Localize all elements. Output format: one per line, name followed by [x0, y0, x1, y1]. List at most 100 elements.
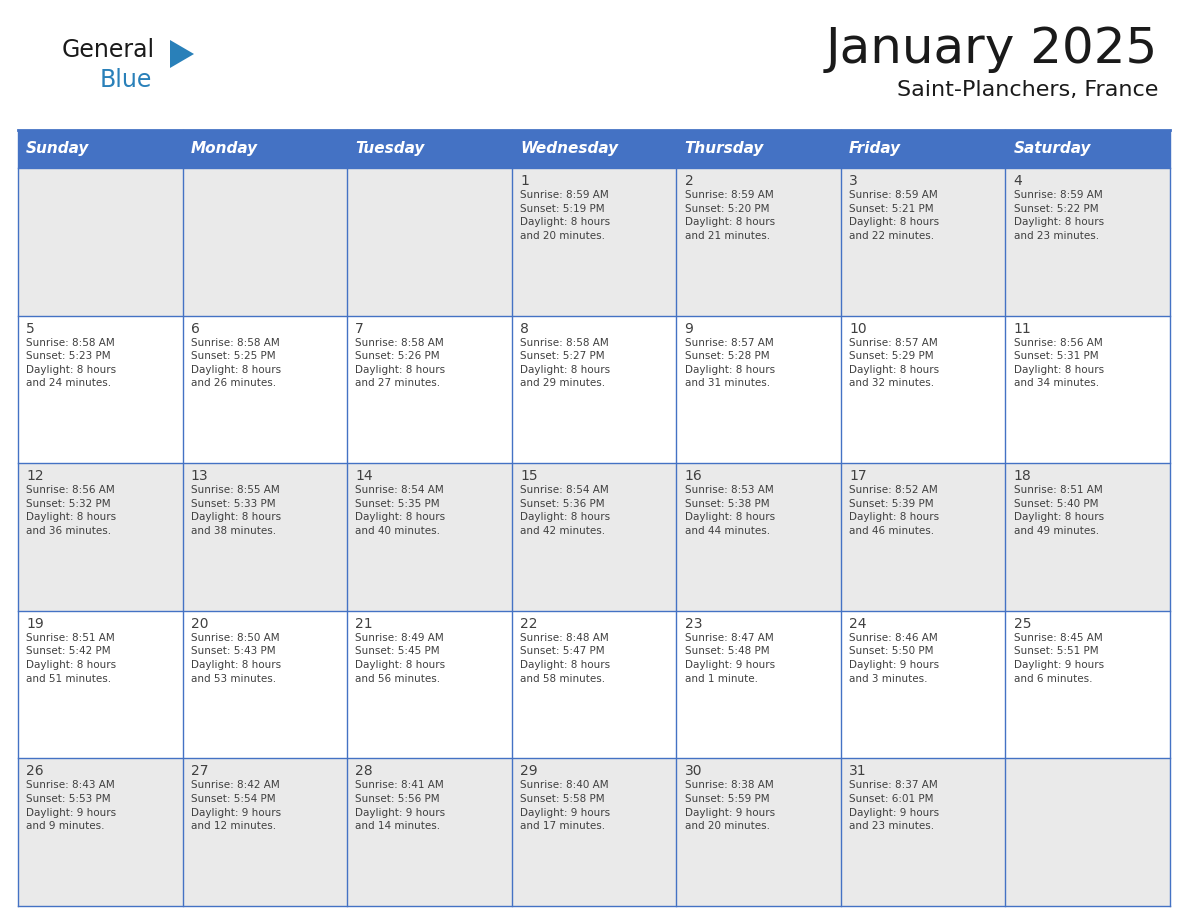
Text: Sunrise: 8:50 AM
Sunset: 5:43 PM
Daylight: 8 hours
and 53 minutes.: Sunrise: 8:50 AM Sunset: 5:43 PM Dayligh…: [191, 633, 280, 684]
Bar: [676, 758, 841, 906]
Bar: [1005, 168, 1170, 316]
Text: 18: 18: [1013, 469, 1031, 483]
Text: Sunrise: 8:51 AM
Sunset: 5:40 PM
Daylight: 8 hours
and 49 minutes.: Sunrise: 8:51 AM Sunset: 5:40 PM Dayligh…: [1013, 486, 1104, 536]
Bar: [347, 758, 512, 906]
Bar: [841, 610, 1005, 758]
Text: Sunrise: 8:57 AM
Sunset: 5:28 PM
Daylight: 8 hours
and 31 minutes.: Sunrise: 8:57 AM Sunset: 5:28 PM Dayligh…: [684, 338, 775, 388]
Bar: [512, 168, 676, 316]
Text: Friday: Friday: [849, 141, 902, 156]
Text: Sunrise: 8:41 AM
Sunset: 5:56 PM
Daylight: 9 hours
and 14 minutes.: Sunrise: 8:41 AM Sunset: 5:56 PM Dayligh…: [355, 780, 446, 831]
Text: 21: 21: [355, 617, 373, 631]
Bar: [841, 130, 1005, 168]
Bar: [347, 168, 512, 316]
Text: Sunrise: 8:59 AM
Sunset: 5:19 PM
Daylight: 8 hours
and 20 minutes.: Sunrise: 8:59 AM Sunset: 5:19 PM Dayligh…: [520, 190, 611, 241]
Text: Wednesday: Wednesday: [520, 141, 618, 156]
Bar: [1005, 464, 1170, 610]
Text: Sunrise: 8:58 AM
Sunset: 5:26 PM
Daylight: 8 hours
and 27 minutes.: Sunrise: 8:58 AM Sunset: 5:26 PM Dayligh…: [355, 338, 446, 388]
Text: 31: 31: [849, 765, 867, 778]
Bar: [676, 610, 841, 758]
Text: Sunday: Sunday: [26, 141, 89, 156]
Text: Sunrise: 8:57 AM
Sunset: 5:29 PM
Daylight: 8 hours
and 32 minutes.: Sunrise: 8:57 AM Sunset: 5:29 PM Dayligh…: [849, 338, 940, 388]
Bar: [18, 758, 183, 906]
Bar: [676, 316, 841, 464]
Text: Sunrise: 8:54 AM
Sunset: 5:36 PM
Daylight: 8 hours
and 42 minutes.: Sunrise: 8:54 AM Sunset: 5:36 PM Dayligh…: [520, 486, 611, 536]
Bar: [347, 316, 512, 464]
Bar: [1005, 610, 1170, 758]
Bar: [18, 464, 183, 610]
Text: Thursday: Thursday: [684, 141, 764, 156]
Text: 8: 8: [520, 321, 529, 336]
Text: Tuesday: Tuesday: [355, 141, 425, 156]
Text: 3: 3: [849, 174, 858, 188]
Text: Sunrise: 8:59 AM
Sunset: 5:22 PM
Daylight: 8 hours
and 23 minutes.: Sunrise: 8:59 AM Sunset: 5:22 PM Dayligh…: [1013, 190, 1104, 241]
Bar: [18, 610, 183, 758]
Text: 6: 6: [191, 321, 200, 336]
Text: 29: 29: [520, 765, 537, 778]
Text: Sunrise: 8:49 AM
Sunset: 5:45 PM
Daylight: 8 hours
and 56 minutes.: Sunrise: 8:49 AM Sunset: 5:45 PM Dayligh…: [355, 633, 446, 684]
Text: 12: 12: [26, 469, 44, 483]
Text: January 2025: January 2025: [826, 25, 1158, 73]
Text: Sunrise: 8:58 AM
Sunset: 5:23 PM
Daylight: 8 hours
and 24 minutes.: Sunrise: 8:58 AM Sunset: 5:23 PM Dayligh…: [26, 338, 116, 388]
Text: 16: 16: [684, 469, 702, 483]
Text: 20: 20: [191, 617, 208, 631]
Text: 13: 13: [191, 469, 208, 483]
Text: 1: 1: [520, 174, 529, 188]
Bar: [347, 610, 512, 758]
Bar: [676, 130, 841, 168]
Bar: [841, 758, 1005, 906]
Bar: [347, 464, 512, 610]
Text: 26: 26: [26, 765, 44, 778]
Text: Saturday: Saturday: [1013, 141, 1091, 156]
Text: 7: 7: [355, 321, 364, 336]
Text: Sunrise: 8:56 AM
Sunset: 5:31 PM
Daylight: 8 hours
and 34 minutes.: Sunrise: 8:56 AM Sunset: 5:31 PM Dayligh…: [1013, 338, 1104, 388]
Text: 23: 23: [684, 617, 702, 631]
Text: Sunrise: 8:54 AM
Sunset: 5:35 PM
Daylight: 8 hours
and 40 minutes.: Sunrise: 8:54 AM Sunset: 5:35 PM Dayligh…: [355, 486, 446, 536]
Text: 10: 10: [849, 321, 867, 336]
Text: Sunrise: 8:53 AM
Sunset: 5:38 PM
Daylight: 8 hours
and 44 minutes.: Sunrise: 8:53 AM Sunset: 5:38 PM Dayligh…: [684, 486, 775, 536]
Bar: [347, 130, 512, 168]
Bar: [676, 464, 841, 610]
Bar: [183, 316, 347, 464]
Text: 15: 15: [520, 469, 537, 483]
Text: Sunrise: 8:58 AM
Sunset: 5:27 PM
Daylight: 8 hours
and 29 minutes.: Sunrise: 8:58 AM Sunset: 5:27 PM Dayligh…: [520, 338, 611, 388]
Text: General: General: [62, 38, 156, 62]
Text: Sunrise: 8:46 AM
Sunset: 5:50 PM
Daylight: 9 hours
and 3 minutes.: Sunrise: 8:46 AM Sunset: 5:50 PM Dayligh…: [849, 633, 940, 684]
Text: 2: 2: [684, 174, 694, 188]
Text: 17: 17: [849, 469, 867, 483]
Text: Saint-Planchers, France: Saint-Planchers, France: [897, 80, 1158, 100]
Text: Sunrise: 8:55 AM
Sunset: 5:33 PM
Daylight: 8 hours
and 38 minutes.: Sunrise: 8:55 AM Sunset: 5:33 PM Dayligh…: [191, 486, 280, 536]
Bar: [183, 464, 347, 610]
Bar: [1005, 316, 1170, 464]
Text: Sunrise: 8:48 AM
Sunset: 5:47 PM
Daylight: 8 hours
and 58 minutes.: Sunrise: 8:48 AM Sunset: 5:47 PM Dayligh…: [520, 633, 611, 684]
Bar: [841, 316, 1005, 464]
Text: 14: 14: [355, 469, 373, 483]
Bar: [512, 316, 676, 464]
Text: Sunrise: 8:56 AM
Sunset: 5:32 PM
Daylight: 8 hours
and 36 minutes.: Sunrise: 8:56 AM Sunset: 5:32 PM Dayligh…: [26, 486, 116, 536]
Text: Sunrise: 8:47 AM
Sunset: 5:48 PM
Daylight: 9 hours
and 1 minute.: Sunrise: 8:47 AM Sunset: 5:48 PM Dayligh…: [684, 633, 775, 684]
Bar: [183, 168, 347, 316]
Text: Sunrise: 8:45 AM
Sunset: 5:51 PM
Daylight: 9 hours
and 6 minutes.: Sunrise: 8:45 AM Sunset: 5:51 PM Dayligh…: [1013, 633, 1104, 684]
Bar: [512, 464, 676, 610]
Bar: [183, 610, 347, 758]
Text: Blue: Blue: [100, 68, 152, 92]
Bar: [18, 316, 183, 464]
Text: 4: 4: [1013, 174, 1023, 188]
Text: 19: 19: [26, 617, 44, 631]
Bar: [512, 610, 676, 758]
Text: 27: 27: [191, 765, 208, 778]
Text: Sunrise: 8:43 AM
Sunset: 5:53 PM
Daylight: 9 hours
and 9 minutes.: Sunrise: 8:43 AM Sunset: 5:53 PM Dayligh…: [26, 780, 116, 831]
Text: Sunrise: 8:42 AM
Sunset: 5:54 PM
Daylight: 9 hours
and 12 minutes.: Sunrise: 8:42 AM Sunset: 5:54 PM Dayligh…: [191, 780, 280, 831]
Bar: [18, 168, 183, 316]
Bar: [183, 758, 347, 906]
Text: Sunrise: 8:37 AM
Sunset: 6:01 PM
Daylight: 9 hours
and 23 minutes.: Sunrise: 8:37 AM Sunset: 6:01 PM Dayligh…: [849, 780, 940, 831]
Text: 28: 28: [355, 765, 373, 778]
Text: Monday: Monday: [191, 141, 258, 156]
Bar: [512, 130, 676, 168]
Bar: [1005, 758, 1170, 906]
Text: 30: 30: [684, 765, 702, 778]
Text: Sunrise: 8:58 AM
Sunset: 5:25 PM
Daylight: 8 hours
and 26 minutes.: Sunrise: 8:58 AM Sunset: 5:25 PM Dayligh…: [191, 338, 280, 388]
Bar: [512, 758, 676, 906]
Text: Sunrise: 8:59 AM
Sunset: 5:21 PM
Daylight: 8 hours
and 22 minutes.: Sunrise: 8:59 AM Sunset: 5:21 PM Dayligh…: [849, 190, 940, 241]
Text: 24: 24: [849, 617, 866, 631]
Text: Sunrise: 8:40 AM
Sunset: 5:58 PM
Daylight: 9 hours
and 17 minutes.: Sunrise: 8:40 AM Sunset: 5:58 PM Dayligh…: [520, 780, 611, 831]
